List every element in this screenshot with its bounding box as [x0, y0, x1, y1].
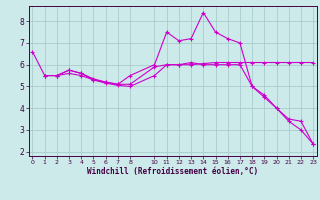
X-axis label: Windchill (Refroidissement éolien,°C): Windchill (Refroidissement éolien,°C) — [87, 167, 258, 176]
